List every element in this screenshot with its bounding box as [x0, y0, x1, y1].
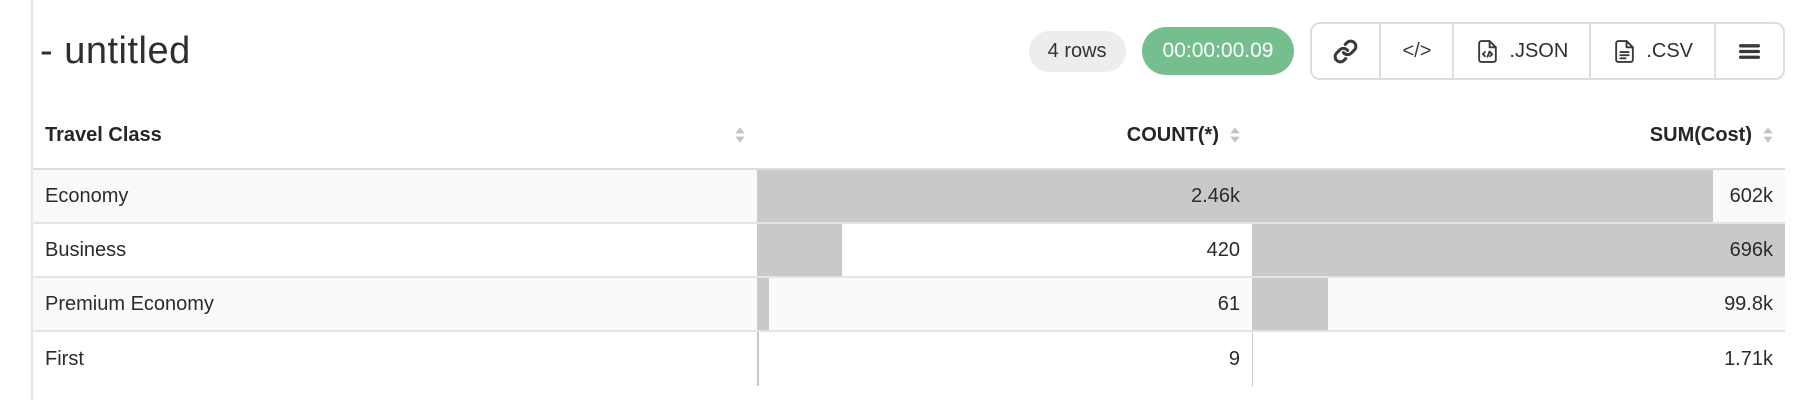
export-json-label: .JSON: [1509, 39, 1569, 62]
toolbar: 4 rows 00:00:00.09 </>: [1028, 22, 1785, 80]
count-cell: 9: [757, 332, 1252, 386]
travel-class-value: Economy: [45, 184, 129, 207]
sum-cost-value: 602k: [1729, 184, 1773, 207]
travel-class-value: First: [45, 347, 84, 370]
sum-cost-data-bar: [1252, 278, 1329, 330]
column-header-count[interactable]: COUNT(*): [757, 102, 1252, 168]
count-value: 2.46k: [1191, 184, 1240, 207]
sum-cost-cell: 696k: [1252, 224, 1785, 276]
csv-file-icon: [1612, 39, 1637, 64]
sum-cost-cell: 602k: [1252, 170, 1785, 222]
view-code-button[interactable]: </>: [1379, 24, 1453, 78]
count-cell: 420: [757, 224, 1252, 276]
travel-class-value: Business: [45, 238, 127, 261]
column-header-travel-class[interactable]: Travel Class: [33, 102, 757, 168]
results-panel: - untitled 4 rows 00:00:00.09 </>: [33, 0, 1785, 386]
results-table: Travel Class COUNT(*) SUM(Cost): [33, 102, 1785, 386]
column-header-sum-cost[interactable]: SUM(Cost): [1252, 102, 1785, 168]
table-row: Business 420 696k: [33, 224, 1785, 278]
count-value: 9: [1228, 347, 1240, 370]
row-count-badge: 4 rows: [1028, 30, 1126, 72]
table-header-row: Travel Class COUNT(*) SUM(Cost): [33, 102, 1785, 170]
sort-icon[interactable]: [733, 126, 747, 144]
query-timer-badge: 00:00:00.09: [1141, 27, 1295, 75]
sum-cost-data-bar: [1252, 224, 1785, 276]
export-button-group: </> .JSON: [1310, 22, 1785, 80]
count-cell: 61: [757, 278, 1252, 330]
json-file-icon: [1475, 39, 1500, 64]
export-csv-button[interactable]: .CSV: [1589, 24, 1714, 78]
sum-cost-value: 1.71k: [1724, 347, 1773, 370]
count-data-bar: [757, 170, 1252, 222]
sort-icon[interactable]: [1228, 126, 1242, 144]
sum-cost-value: 99.8k: [1724, 292, 1773, 315]
count-cell: 2.46k: [757, 170, 1252, 222]
table-row: Economy 2.46k 602k: [33, 170, 1785, 224]
count-data-bar: [757, 278, 770, 330]
travel-class-cell: Premium Economy: [33, 278, 757, 330]
panel-divider[interactable]: [31, 0, 33, 400]
travel-class-value: Premium Economy: [45, 292, 214, 315]
table-row: Premium Economy 61 99.8k: [33, 278, 1785, 332]
menu-icon: [1737, 39, 1762, 64]
query-title[interactable]: - untitled: [40, 29, 191, 72]
link-icon: [1333, 39, 1358, 64]
travel-class-cell: Economy: [33, 170, 757, 222]
column-header-label: COUNT(*): [1126, 123, 1219, 146]
table-row: First 9 1.71k: [33, 332, 1785, 386]
menu-button[interactable]: [1714, 24, 1783, 78]
sum-cost-value: 696k: [1729, 238, 1773, 261]
copy-link-button[interactable]: [1312, 24, 1380, 78]
travel-class-cell: First: [33, 332, 757, 386]
column-header-label: Travel Class: [45, 123, 162, 146]
count-data-bar: [757, 224, 842, 276]
sum-cost-cell: 1.71k: [1252, 332, 1785, 386]
count-value: 420: [1206, 238, 1240, 261]
count-data-bar: [757, 332, 759, 386]
count-value: 61: [1217, 292, 1240, 315]
sum-cost-data-bar: [1252, 332, 1254, 386]
sort-icon[interactable]: [1761, 126, 1775, 144]
travel-class-cell: Business: [33, 224, 757, 276]
column-header-label: SUM(Cost): [1649, 123, 1752, 146]
table-body: Economy 2.46k 602k Business 420 696k Pre…: [33, 170, 1785, 386]
topbar: - untitled 4 rows 00:00:00.09 </>: [33, 0, 1785, 102]
sum-cost-cell: 99.8k: [1252, 278, 1785, 330]
sum-cost-data-bar: [1252, 170, 1713, 222]
export-json-button[interactable]: .JSON: [1452, 24, 1590, 78]
export-csv-label: .CSV: [1646, 39, 1693, 62]
code-icon: </>: [1402, 39, 1432, 62]
